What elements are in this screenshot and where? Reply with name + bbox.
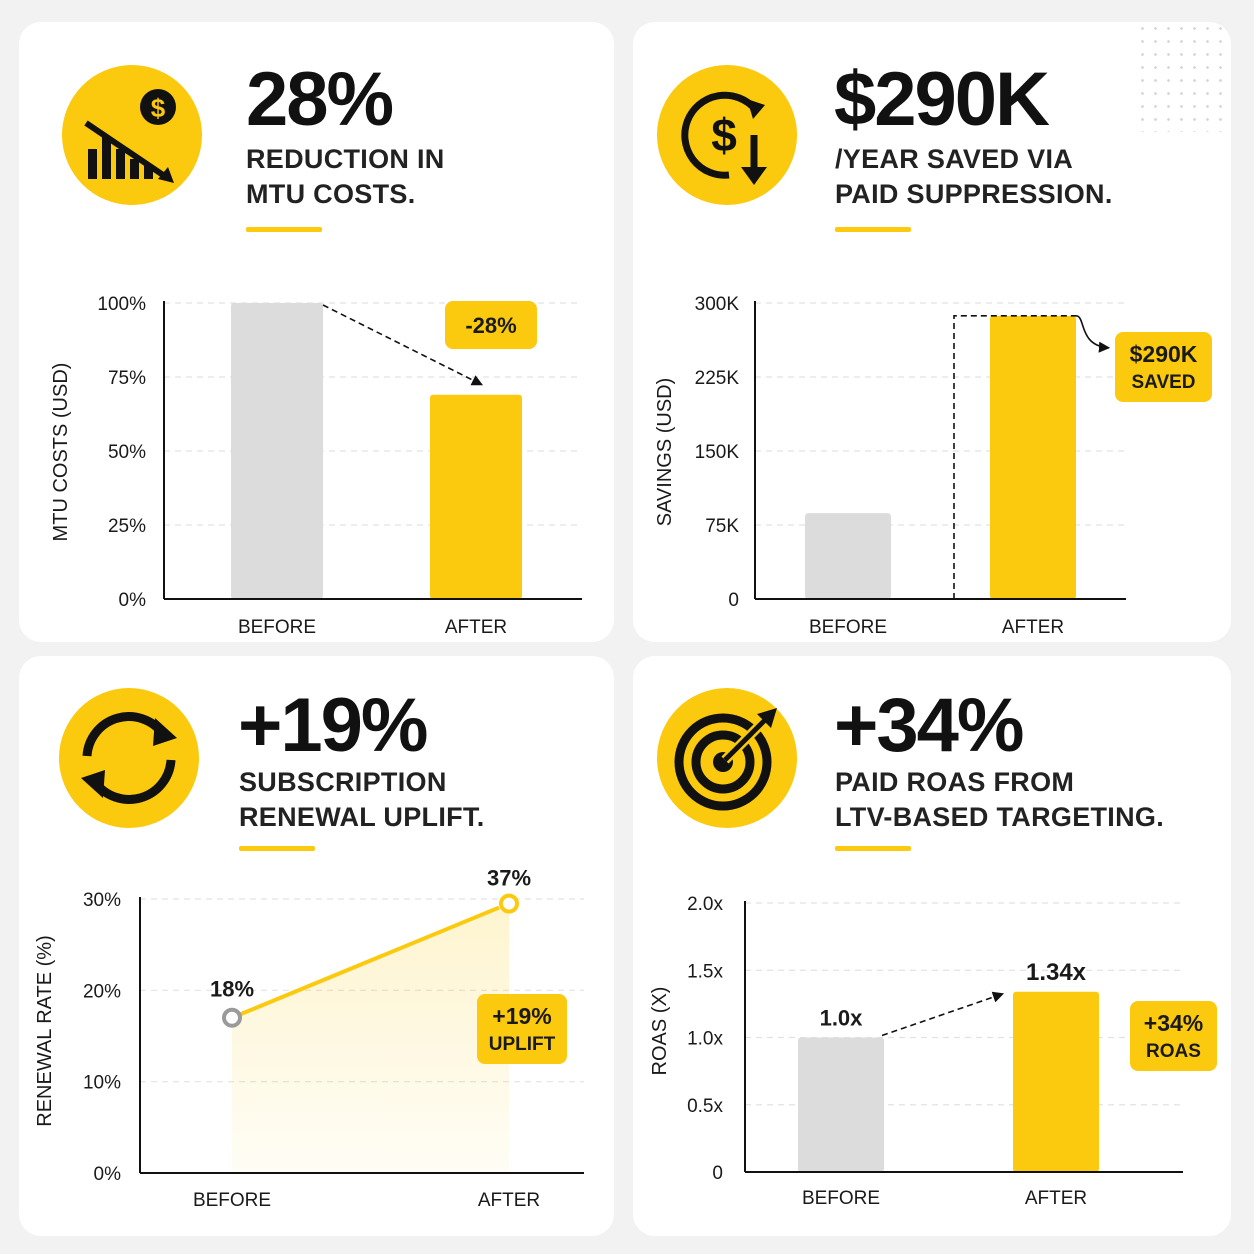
accent-underline bbox=[835, 227, 911, 232]
y-tick-label: 50% bbox=[108, 442, 146, 463]
y-axis-title: ROAS (X) bbox=[649, 987, 671, 1076]
data-label: 1.0x bbox=[820, 1006, 864, 1031]
target-arrow-icon bbox=[657, 688, 797, 828]
y-tick-label: 20% bbox=[83, 981, 121, 1002]
point-before bbox=[222, 1007, 242, 1028]
accent-underline bbox=[246, 227, 322, 232]
refresh-cycle-icon bbox=[59, 688, 199, 828]
headline-subtitle: PAID ROAS FROM LTV-BASED TARGETING. bbox=[835, 765, 1164, 835]
bar-before bbox=[798, 1037, 884, 1172]
y-tick-label: 30% bbox=[83, 890, 121, 911]
annotation-text: SAVED bbox=[1131, 372, 1195, 393]
bar-before bbox=[231, 303, 323, 599]
y-axis-title: RENEWAL RATE (%) bbox=[34, 935, 56, 1127]
y-tick-label: 0 bbox=[728, 590, 739, 611]
bar-before bbox=[805, 513, 891, 599]
svg-text:$: $ bbox=[711, 109, 737, 161]
point-after bbox=[499, 893, 519, 914]
subtitle-line: PAID SUPPRESSION. bbox=[835, 179, 1113, 209]
cost-reduction-chart-dollar-icon: $ bbox=[62, 65, 202, 205]
y-tick-label: 0% bbox=[119, 590, 147, 611]
mtu-cost-card: $ 28% REDUCTION IN MTU COSTS. 0% 25% 50% 75… bbox=[19, 22, 614, 642]
roas-card: +34% PAID ROAS FROM LTV-BASED TARGETING.… bbox=[633, 656, 1231, 1236]
mtu-cost-bar-chart: 0% 25% 50% 75% 100% MTU COSTS (USD) BEFORE AFTE… bbox=[50, 294, 582, 638]
headline-stat: $290K bbox=[834, 57, 1050, 142]
savings-bar-chart: 0 75K 150K 225K 300K SAVINGS (USD) BEFORE AFTER… bbox=[654, 294, 1212, 638]
annotation-badge bbox=[1130, 1001, 1217, 1071]
y-tick-label: 25% bbox=[108, 516, 146, 537]
x-tick-label: BEFORE bbox=[809, 617, 887, 638]
headline-stat: +34% bbox=[834, 683, 1024, 768]
savings-card: $ $290K /YEAR SAVED VIA PAID SUPPRESSION… bbox=[633, 22, 1231, 642]
subtitle-line: SUBSCRIPTION bbox=[239, 767, 447, 797]
annotation-text: $290K bbox=[1130, 341, 1198, 367]
accent-underline bbox=[239, 846, 315, 851]
subtitle-line: /YEAR SAVED VIA bbox=[835, 144, 1074, 174]
data-label: 18% bbox=[210, 977, 254, 1002]
savings-pointer-arrow bbox=[1075, 315, 1111, 353]
data-label: 37% bbox=[487, 866, 531, 891]
annotation-text: +19% bbox=[492, 1003, 551, 1029]
y-tick-label: 0.5x bbox=[687, 1096, 723, 1117]
area-fill bbox=[232, 903, 509, 1173]
dashed-bracket bbox=[953, 315, 1076, 599]
y-tick-label: 100% bbox=[97, 294, 146, 315]
headline-stat: 28% bbox=[246, 57, 394, 142]
headline-subtitle: REDUCTION IN MTU COSTS. bbox=[246, 142, 445, 212]
accent-underline bbox=[835, 846, 911, 851]
data-label: 1.34x bbox=[1026, 959, 1087, 986]
svg-text:$: $ bbox=[151, 93, 166, 123]
x-tick-label: BEFORE bbox=[193, 1190, 271, 1211]
annotation-badge bbox=[1115, 332, 1212, 402]
y-tick-label: 75% bbox=[108, 368, 146, 389]
y-tick-label: 1.5x bbox=[687, 961, 723, 982]
x-tick-label: AFTER bbox=[445, 617, 507, 638]
x-tick-label: AFTER bbox=[478, 1190, 540, 1211]
series-line bbox=[231, 905, 500, 1020]
trend-arrow bbox=[881, 991, 1005, 1037]
y-tick-label: 225K bbox=[695, 368, 740, 389]
headline-stat: +19% bbox=[238, 683, 428, 768]
y-axis-title: MTU COSTS (USD) bbox=[50, 363, 72, 542]
y-tick-label: 0 bbox=[712, 1163, 723, 1184]
annotation-badge bbox=[477, 994, 567, 1064]
annotation-text: UPLIFT bbox=[489, 1034, 556, 1055]
annotation-badge bbox=[445, 301, 537, 349]
renewal-line-chart: 0% 10% 20% 30% RENEWAL RATE (%) BEFORE AFTER 18… bbox=[34, 866, 584, 1211]
subtitle-line: LTV-BASED TARGETING. bbox=[835, 802, 1164, 832]
subtitle-line: MTU COSTS. bbox=[246, 179, 416, 209]
annotation-text: -28% bbox=[465, 313, 516, 338]
x-tick-label: AFTER bbox=[1025, 1188, 1087, 1209]
roas-bar-chart: 0 0.5x 1.0x 1.5x 2.0x ROAS (X) BEFORE AFTER 1.0x… bbox=[649, 894, 1217, 1209]
y-tick-label: 0% bbox=[94, 1164, 122, 1185]
y-axis-title: SAVINGS (USD) bbox=[654, 378, 676, 527]
decorative-dot-pattern bbox=[1136, 22, 1231, 132]
subtitle-line: PAID ROAS FROM bbox=[835, 767, 1075, 797]
dollar-circular-arrow-down-icon: $ bbox=[657, 65, 797, 205]
y-tick-label: 2.0x bbox=[687, 894, 723, 915]
y-tick-label: 1.0x bbox=[687, 1029, 723, 1050]
annotation-text: +34% bbox=[1144, 1010, 1203, 1036]
bar-after bbox=[430, 394, 522, 599]
y-tick-label: 300K bbox=[695, 294, 740, 315]
x-tick-label: BEFORE bbox=[238, 617, 316, 638]
renewal-card: +19% SUBSCRIPTION RENEWAL UPLIFT. 0% 10% 2… bbox=[19, 656, 614, 1236]
bar-after bbox=[1013, 991, 1099, 1172]
subtitle-line: RENEWAL UPLIFT. bbox=[239, 802, 485, 832]
y-tick-label: 150K bbox=[695, 442, 740, 463]
y-tick-label: 75K bbox=[705, 516, 739, 537]
headline-subtitle: /YEAR SAVED VIA PAID SUPPRESSION. bbox=[835, 142, 1113, 212]
headline-subtitle: SUBSCRIPTION RENEWAL UPLIFT. bbox=[239, 765, 485, 835]
x-tick-label: BEFORE bbox=[802, 1188, 880, 1209]
y-tick-label: 10% bbox=[83, 1073, 121, 1094]
bar-after bbox=[990, 315, 1076, 599]
subtitle-line: REDUCTION IN bbox=[246, 144, 445, 174]
x-tick-label: AFTER bbox=[1002, 617, 1064, 638]
annotation-text: ROAS bbox=[1146, 1041, 1201, 1062]
